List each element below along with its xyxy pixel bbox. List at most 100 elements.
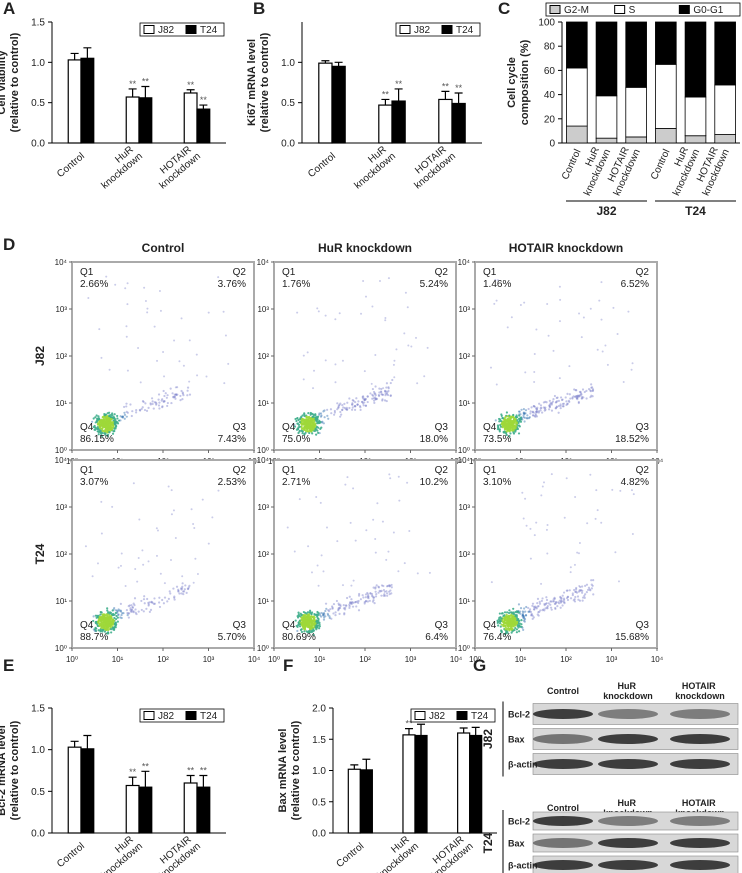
event: [515, 421, 518, 424]
event: [586, 588, 590, 591]
event: [307, 412, 310, 415]
event: [114, 611, 117, 615]
quadrant-percent: 15.68%: [615, 632, 649, 643]
event: [223, 382, 226, 385]
event: [179, 398, 182, 402]
event: [293, 425, 297, 428]
event: [91, 575, 94, 578]
event-cloud: [286, 473, 431, 636]
event: [172, 587, 175, 590]
event: [306, 351, 309, 354]
y-tick-label: 10¹: [55, 597, 67, 606]
event: [143, 286, 146, 289]
x-tick-label: Control: [55, 841, 87, 870]
event: [373, 401, 376, 405]
event: [533, 405, 536, 408]
event: [122, 611, 125, 615]
event: [187, 586, 190, 589]
event: [381, 398, 384, 401]
bar-segment: [655, 63, 677, 129]
event: [348, 603, 351, 606]
event: [97, 621, 100, 624]
event: [366, 600, 369, 603]
event: [558, 602, 561, 605]
legend-swatch: [143, 711, 155, 720]
event: [90, 626, 93, 629]
band: [598, 709, 658, 719]
event: [160, 399, 163, 402]
y-tick-label: 10⁰: [55, 446, 67, 455]
event: [518, 622, 521, 625]
row-label: J82: [33, 346, 47, 366]
quadrant-percent: 3.76%: [218, 279, 246, 290]
event: [522, 414, 525, 417]
event: [523, 416, 526, 419]
event: [536, 411, 539, 414]
event: [616, 333, 619, 336]
row-label: Bax: [508, 839, 525, 849]
event: [371, 387, 374, 391]
event: [186, 394, 189, 397]
event: [178, 360, 181, 363]
event: [100, 421, 103, 424]
y-tick-label: 10⁴: [257, 456, 270, 465]
event: [506, 628, 509, 631]
event: [574, 588, 578, 591]
event: [207, 542, 210, 545]
event: [326, 612, 329, 615]
event: [110, 628, 113, 631]
event: [322, 616, 326, 619]
event: [532, 405, 536, 408]
event: [544, 607, 547, 610]
event: [518, 425, 521, 428]
event: [180, 317, 183, 320]
legend-label: G0-G1: [693, 5, 723, 16]
event: [596, 348, 599, 351]
quadrant-name: Q3: [233, 620, 247, 631]
event: [115, 614, 118, 618]
event: [542, 406, 546, 409]
event: [552, 349, 555, 352]
event: [163, 394, 166, 398]
event: [566, 402, 569, 405]
x-tick-label: HuR knockdown: [368, 832, 420, 873]
event: [533, 534, 536, 537]
event: [374, 587, 377, 590]
event: [170, 513, 173, 516]
x-tick-label: Control: [649, 148, 673, 182]
y-tick-label: 10¹: [458, 399, 470, 408]
event: [565, 477, 568, 480]
event: [579, 393, 582, 397]
event: [379, 590, 382, 593]
event: [518, 414, 521, 417]
event: [386, 393, 390, 397]
quadrant-percent: 2.53%: [218, 477, 246, 488]
event: [164, 392, 167, 395]
event: [584, 584, 587, 587]
event: [554, 407, 557, 410]
quadrant-name: Q4: [80, 620, 94, 631]
lane-label: Control: [547, 686, 579, 696]
event: [322, 611, 326, 615]
event: [576, 394, 579, 397]
event: [372, 394, 375, 397]
event: [371, 595, 374, 598]
event: [380, 393, 383, 396]
event: [366, 591, 369, 595]
event: [314, 418, 317, 421]
event: [367, 595, 370, 598]
event: [596, 509, 599, 512]
event: [352, 579, 355, 582]
event: [575, 586, 578, 590]
x-tick-label: 10³: [203, 655, 215, 664]
event: [354, 539, 357, 542]
event: [508, 618, 511, 621]
event: [301, 414, 304, 417]
event: [585, 583, 589, 586]
event: [388, 584, 391, 587]
event: [389, 394, 392, 397]
event: [600, 521, 603, 524]
event: [406, 306, 409, 309]
event: [553, 602, 557, 606]
event: [298, 498, 301, 501]
